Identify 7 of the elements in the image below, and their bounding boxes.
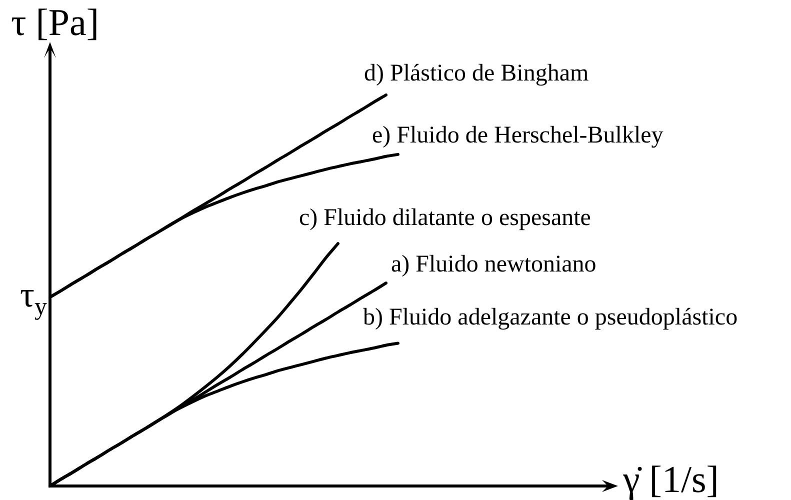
y-axis-title: τ [Pa] [10, 2, 100, 44]
x-axis-title: γ̇ [1/s] [622, 458, 719, 500]
series-label: a) Fluido newtoniano [391, 251, 596, 278]
series-label: e) Fluido de Herschel-Bulkley [372, 122, 664, 149]
series-label: b) Fluido adelgazante o pseudoplástico [363, 304, 738, 331]
series-label: c) Fluido dilatante o espesante [299, 204, 591, 231]
series-label: d) Plástico de Bingham [364, 60, 589, 86]
